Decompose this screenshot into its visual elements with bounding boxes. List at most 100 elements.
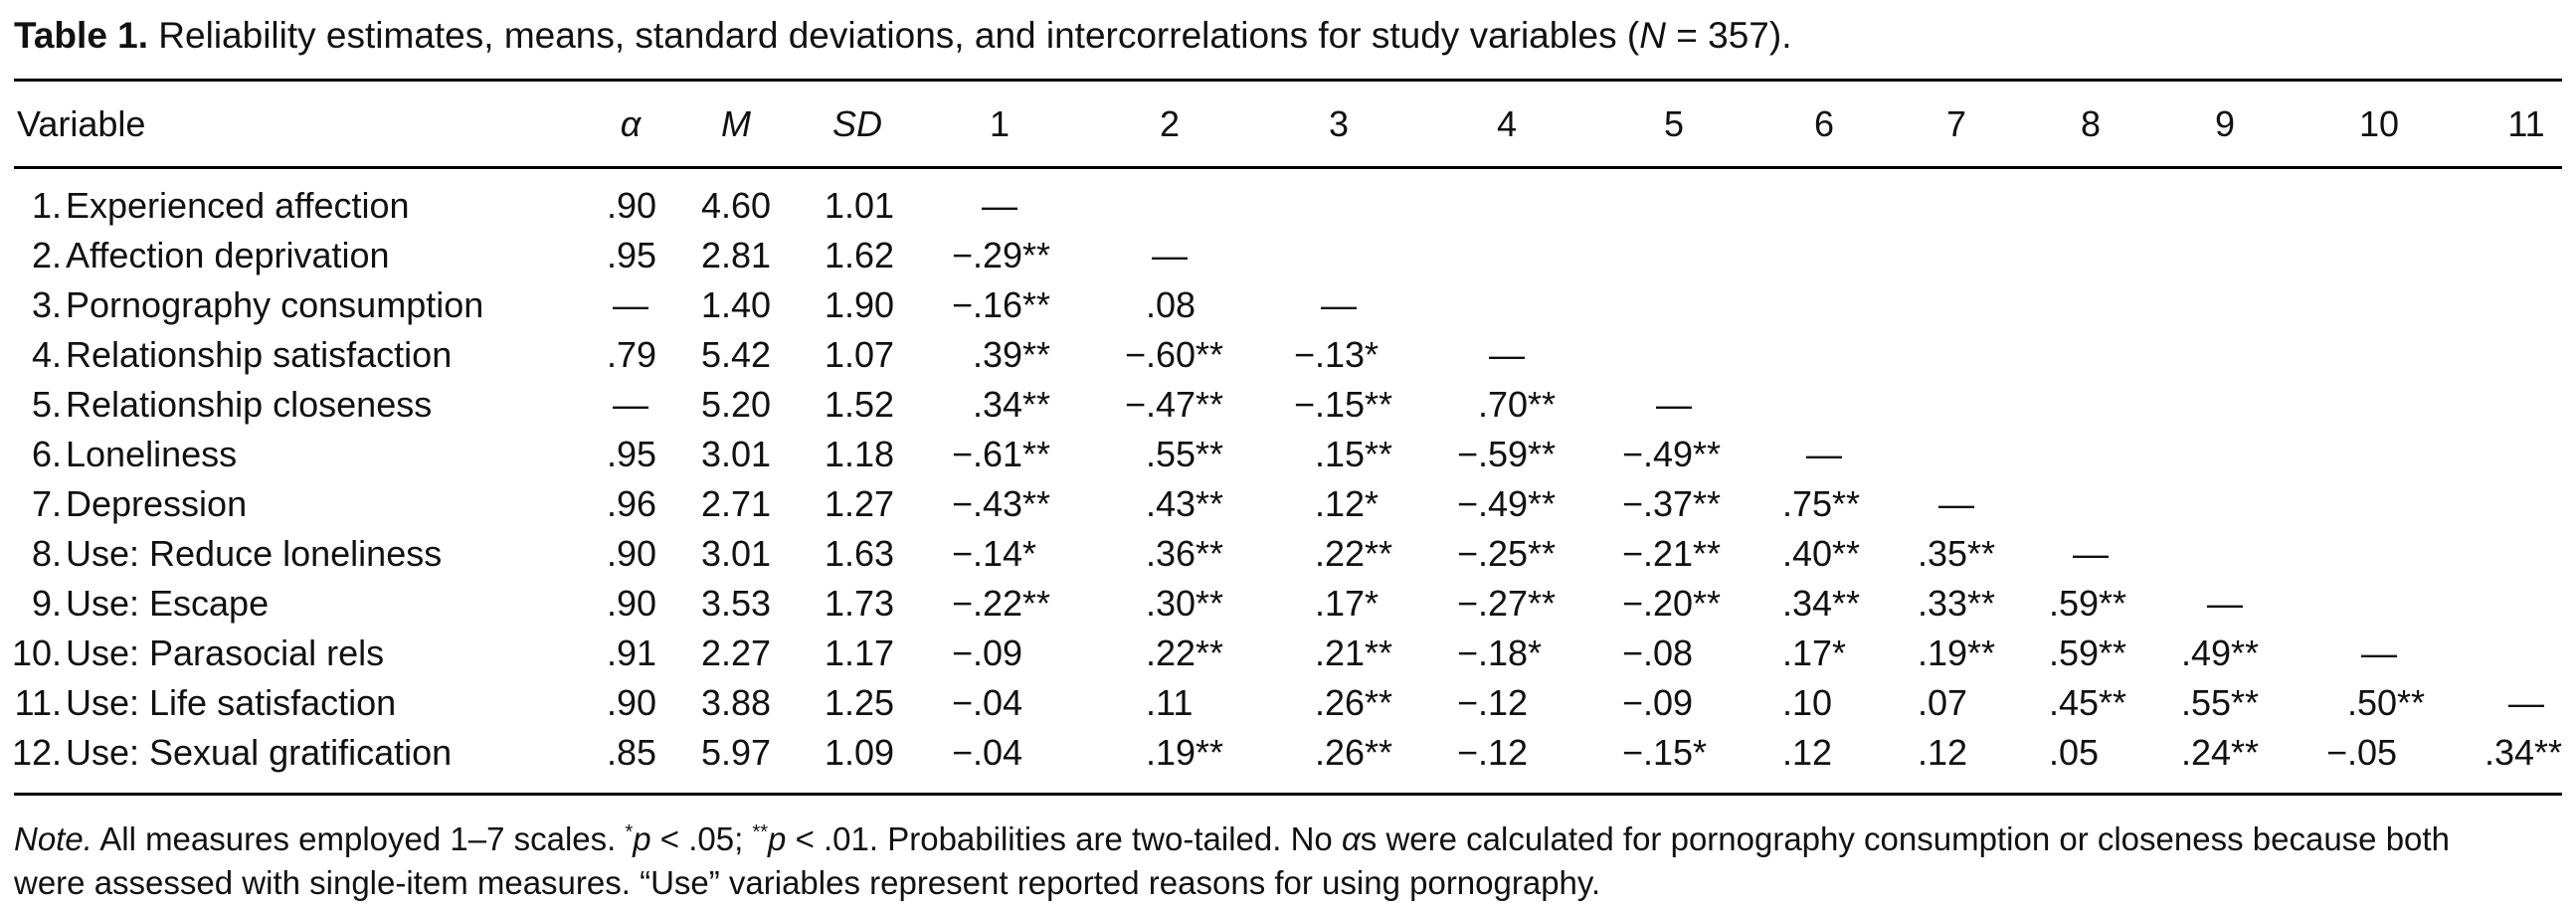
correlation-cell: −.21** — [1621, 533, 1722, 574]
correlation-cell: −.15** — [1293, 384, 1393, 425]
correlation-cell: .19** — [1918, 633, 1996, 673]
variable-name: Depression — [66, 483, 248, 524]
correlation-cell: .35** — [1918, 533, 1996, 574]
header-column-7: 7 — [1945, 103, 1967, 144]
variable-name: Use: Escape — [66, 583, 270, 624]
note-segment: * — [625, 821, 634, 843]
bottom-rule — [14, 793, 2562, 796]
header-column-10: 10 — [2358, 103, 2400, 144]
mean-value: 3.01 — [701, 533, 772, 574]
alpha-value: .90 — [607, 682, 657, 723]
correlation-cell: — — [2207, 583, 2243, 624]
correlation-cell: .10 — [1782, 682, 1833, 723]
table-row: 8. Use: Reduce loneliness .90 3.01 1.63 −.14*… — [0, 532, 2576, 576]
correlation-cell: .17* — [1782, 633, 1847, 673]
sd-value: 1.63 — [825, 533, 895, 574]
table-note: Note. All measures employed 1–7 scales. … — [14, 817, 2450, 905]
correlation-cell: .21** — [1315, 633, 1393, 673]
note-segment: < .05; — [650, 820, 753, 857]
header-column-1: 1 — [989, 103, 1011, 144]
top-rule — [14, 79, 2562, 82]
alpha-value: .95 — [607, 434, 657, 474]
correlation-cell: −.14* — [951, 533, 1037, 574]
header-mean: M — [721, 103, 751, 144]
sd-value: 1.25 — [825, 682, 895, 723]
mean-value: 5.42 — [701, 334, 772, 375]
mean-value: 3.01 — [701, 434, 772, 474]
correlation-cell: −.04 — [951, 682, 1023, 723]
sd-value: 1.17 — [825, 633, 895, 673]
correlation-cell: .40** — [1782, 533, 1861, 574]
correlation-cell: .55** — [2181, 682, 2260, 723]
sd-value: 1.07 — [825, 334, 895, 375]
sd-value: 1.73 — [825, 583, 895, 624]
correlation-cell: .19** — [1146, 732, 1224, 773]
correlation-cell: .22** — [1315, 533, 1393, 574]
table-row: 6. Loneliness .95 3.01 1.18 −.61** .55** .15** −… — [0, 433, 2576, 476]
alpha-value: .90 — [607, 185, 657, 226]
correlation-cell: .17* — [1315, 583, 1380, 624]
correlation-cell: .05 — [2049, 732, 2100, 773]
table-row: 9. Use: Escape .90 3.53 1.73 −.22** .30** .17* −… — [0, 582, 2576, 626]
correlation-cell: .49** — [2181, 633, 2260, 673]
row-number: 6. — [31, 434, 62, 474]
mean-value: 3.88 — [701, 682, 772, 723]
table-row: 12. Use: Sexual gratification .85 5.97 1.09 −… — [0, 731, 2576, 775]
row-number: 10. — [11, 633, 62, 673]
note-segment: α — [1341, 820, 1361, 857]
alpha-value: — — [613, 284, 648, 325]
correlation-cell: .34** — [973, 384, 1051, 425]
correlation-cell: — — [1806, 434, 1842, 474]
variable-name: Loneliness — [66, 434, 238, 474]
correlation-cell: .22** — [1146, 633, 1224, 673]
variable-name: Use: Parasocial rels — [66, 633, 385, 673]
note-segment: < .01. Probabilities are two-tailed. No — [786, 820, 1342, 857]
mean-value: 2.81 — [701, 235, 772, 275]
variable-name: Relationship closeness — [66, 384, 433, 425]
note-segment: p — [768, 820, 787, 857]
correlation-cell: −.49** — [1621, 434, 1722, 474]
correlation-cell: — — [1152, 235, 1188, 275]
alpha-value: — — [613, 384, 648, 425]
correlation-cell: −.59** — [1456, 434, 1557, 474]
correlation-cell: .26** — [1315, 732, 1393, 773]
variable-name: Experienced affection — [66, 185, 410, 226]
header-column-5: 5 — [1663, 103, 1685, 144]
mean-value: 4.60 — [701, 185, 772, 226]
correlation-cell: −.60** — [1124, 334, 1224, 375]
row-number: 4. — [31, 334, 62, 375]
correlation-cell: .30** — [1146, 583, 1224, 624]
correlation-cell: .24** — [2181, 732, 2260, 773]
correlation-cell: .70** — [1478, 384, 1557, 425]
correlation-cell: −.43** — [951, 483, 1051, 524]
header-column-8: 8 — [2080, 103, 2102, 144]
table-caption: Table 1. Reliability estimates, means, s… — [14, 14, 1792, 58]
alpha-value: .90 — [607, 533, 657, 574]
correlation-cell: −.16** — [951, 284, 1051, 325]
note-segment: were assessed with single-item measures.… — [14, 864, 1601, 901]
mean-value: 2.71 — [701, 483, 772, 524]
alpha-value: .95 — [607, 235, 657, 275]
correlation-cell: −.37** — [1621, 483, 1722, 524]
variable-name: Pornography consumption — [66, 284, 484, 325]
table-row: 3. Pornography consumption — 1.40 1.90 −.16**… — [0, 283, 2576, 327]
correlation-cell: −.20** — [1621, 583, 1722, 624]
correlation-cell: — — [2073, 533, 2109, 574]
row-number: 11. — [14, 682, 62, 723]
caption-text: Reliability estimates, means, standard d… — [148, 15, 1640, 56]
variable-name: Use: Reduce loneliness — [66, 533, 443, 574]
correlation-cell: .11 — [1146, 682, 1194, 723]
table-row: 5. Relationship closeness — 5.20 1.52 .34** −.… — [0, 383, 2576, 427]
note-segment: p — [633, 820, 651, 857]
mean-value: 5.97 — [701, 732, 772, 773]
correlation-cell: .12* — [1315, 483, 1380, 524]
header-variable: Variable — [17, 103, 146, 144]
correlation-cell: −.12 — [1456, 732, 1529, 773]
note-segment: Note. — [14, 820, 92, 857]
row-number: 12. — [11, 732, 62, 773]
correlation-cell: .12 — [1918, 732, 1968, 773]
correlation-cell: −.13* — [1293, 334, 1380, 375]
alpha-value: .90 — [607, 583, 657, 624]
variable-name: Use: Life satisfaction — [66, 682, 397, 723]
correlation-cell: .50** — [2347, 682, 2426, 723]
